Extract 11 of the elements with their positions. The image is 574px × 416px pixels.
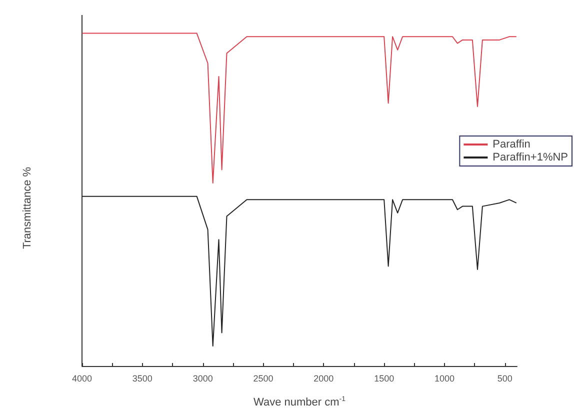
x-tick-label: 500 xyxy=(497,374,512,384)
x-tick-label: 1500 xyxy=(374,374,394,384)
x-tick-label: 2500 xyxy=(253,374,274,384)
legend-label: Paraffin xyxy=(492,138,530,150)
x-tick-label: 3500 xyxy=(132,374,152,384)
x-tick-label: 4000 xyxy=(72,374,92,384)
x-tick-label: 1000 xyxy=(434,374,455,384)
x-tick-label: 3000 xyxy=(192,374,213,384)
y-axis-title: Transmittance % xyxy=(22,166,34,250)
legend-label: Paraffin+1%NP xyxy=(492,152,568,164)
x-tick-label: 2000 xyxy=(314,374,334,384)
